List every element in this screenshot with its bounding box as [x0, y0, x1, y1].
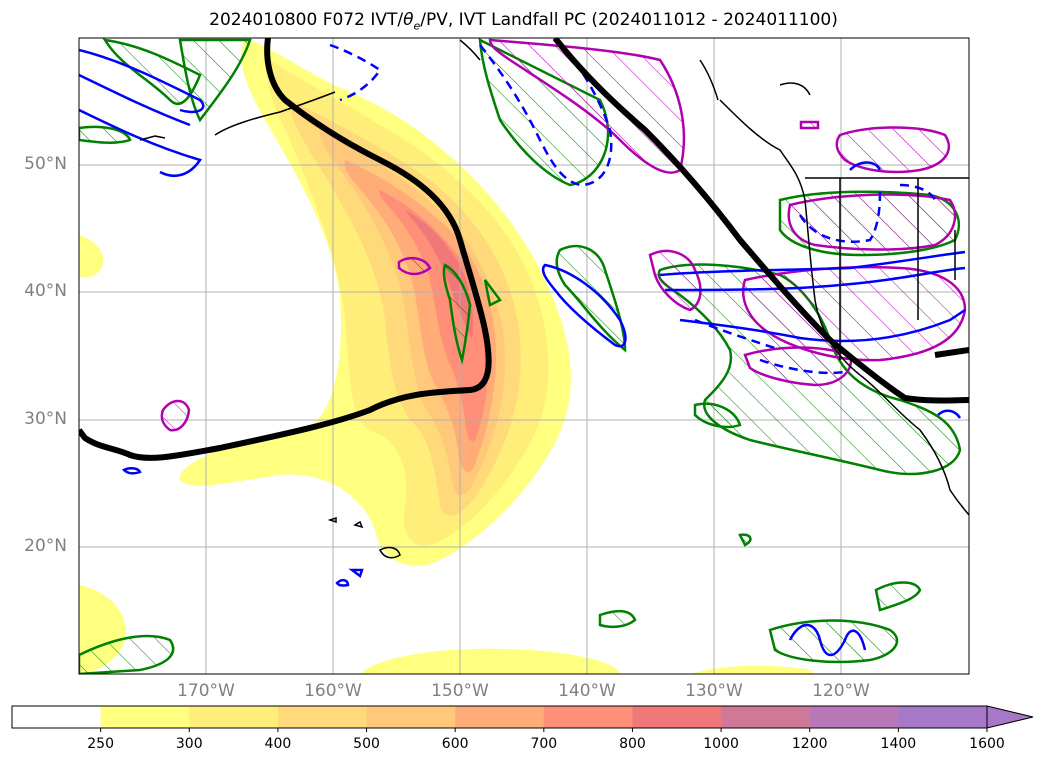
map-area [79, 38, 969, 674]
colorbar-swatch [366, 706, 456, 728]
colorbar-swatch [543, 706, 633, 728]
thick-black-contour-east [552, 38, 969, 404]
colorbar-tick-label: 1200 [791, 736, 828, 752]
ivt-250-south2 [360, 648, 620, 674]
colorbar [11, 705, 1034, 732]
colorbar-extend-arrow [986, 705, 1034, 729]
coastlines [139, 39, 969, 559]
blue-dashed-contours [329, 43, 937, 375]
ivt-600 [344, 160, 497, 473]
ivt-250-west [79, 235, 104, 278]
map-frame [78, 37, 970, 675]
ivt-700 [379, 190, 489, 442]
lon-label-130w: 130°W [685, 681, 743, 701]
lon-label-120w: 120°W [812, 681, 870, 701]
colorbar-swatch [898, 706, 988, 728]
colorbar-swatch [809, 706, 899, 728]
colorbar-swatch [277, 706, 368, 728]
colorbar-swatch [189, 706, 279, 728]
colorbar-swatch [632, 706, 722, 728]
ivt-plume [79, 40, 815, 674]
colorbar-tick-label: 700 [530, 736, 558, 752]
lon-label-140w: 140°W [558, 681, 616, 701]
colorbar-tick-label: 250 [87, 736, 114, 752]
colorbar-tick-label: 1000 [703, 736, 739, 752]
lon-label-160w: 160°W [304, 681, 362, 701]
lat-label-40n: 40°N [24, 281, 67, 301]
colorbar-tick-label: 400 [264, 736, 292, 752]
colorbar-tick-label: 300 [175, 736, 203, 752]
ivt-250-south3 [690, 665, 815, 674]
lon-label-150w: 150°W [431, 681, 489, 701]
thick-black-contour [79, 38, 492, 461]
colorbar-tick-label: 500 [353, 736, 380, 752]
colorbar-swatch [455, 706, 545, 728]
lat-label-30n: 30°N [24, 409, 67, 429]
lat-label-20n: 20°N [24, 536, 67, 556]
magenta-contours [160, 38, 967, 432]
blue-contours [79, 48, 966, 657]
colorbar-swatch [100, 706, 190, 728]
colorbar-swatch [721, 706, 811, 728]
lat-label-50n: 50°N [24, 154, 67, 174]
chart-title: 2024010800 F072 IVT/θe/PV, IVT Landfall … [209, 10, 838, 33]
colorbar-tick-label: 1600 [969, 736, 1005, 752]
colorbar-tick-label: 1400 [880, 736, 917, 752]
colorbar-tick-label: 600 [441, 736, 469, 752]
thick-black-contour-stub [934, 347, 969, 358]
colorbar-outline [11, 705, 988, 729]
lon-label-170w: 170°W [177, 681, 235, 701]
colorbar-swatch [12, 706, 102, 728]
colorbar-tick-label: 800 [619, 736, 646, 752]
